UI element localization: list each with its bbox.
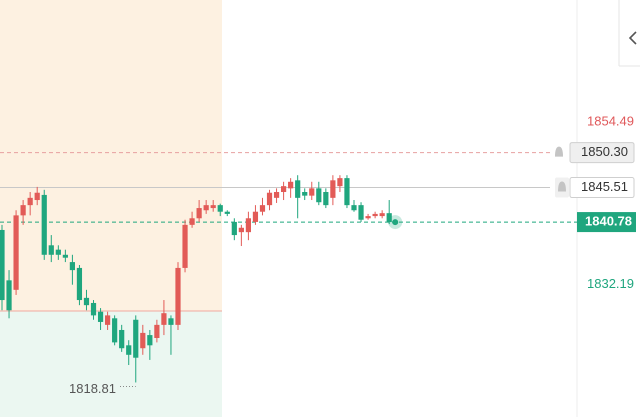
candle-body bbox=[351, 205, 357, 211]
candle-body bbox=[126, 345, 132, 355]
candle-body bbox=[133, 319, 139, 358]
candle-body bbox=[34, 192, 40, 201]
candle-body bbox=[295, 180, 301, 198]
price-label: 1840.78 bbox=[585, 214, 632, 229]
candle-body bbox=[97, 311, 104, 322]
candle-body bbox=[119, 329, 125, 349]
candle-body bbox=[358, 205, 364, 220]
candle-body bbox=[161, 313, 167, 325]
candle-body bbox=[147, 335, 153, 346]
candle-body bbox=[112, 318, 118, 343]
candle-body bbox=[302, 192, 308, 196]
candle-body bbox=[182, 224, 188, 268]
alert-bell bbox=[558, 181, 566, 192]
candle-body bbox=[105, 315, 111, 325]
candle-body bbox=[365, 216, 371, 219]
candle-body bbox=[323, 192, 329, 206]
alert-bell bbox=[555, 146, 563, 157]
candle-body bbox=[41, 194, 47, 255]
candle-body bbox=[224, 211, 230, 214]
candle-body bbox=[6, 280, 12, 311]
candle-body bbox=[20, 205, 26, 216]
candle-body bbox=[252, 211, 259, 222]
candle-body bbox=[76, 267, 83, 301]
candle-body bbox=[259, 205, 266, 212]
candle-body bbox=[245, 218, 251, 233]
pre-session-zone bbox=[0, 310, 222, 417]
candle-body bbox=[372, 213, 378, 217]
candle-body bbox=[238, 227, 244, 233]
candle-body bbox=[55, 249, 61, 255]
candle-body bbox=[330, 180, 336, 198]
candle-body bbox=[379, 213, 385, 217]
candle-body bbox=[154, 324, 160, 339]
candle-body bbox=[316, 188, 322, 203]
collapse-button[interactable] bbox=[628, 31, 637, 45]
candle-body bbox=[386, 213, 392, 223]
candle-body bbox=[0, 229, 5, 301]
price-label: 1832.19 bbox=[587, 276, 634, 291]
candle-body bbox=[281, 186, 287, 193]
candle-body bbox=[337, 178, 343, 187]
candle-body bbox=[231, 221, 237, 236]
candle-body bbox=[217, 205, 223, 212]
candle-body bbox=[83, 297, 90, 306]
price-box bbox=[569, 177, 635, 199]
plot: 1854.49 1850.30 1845.51 1840.78 1832.19 1818.… bbox=[0, 113, 636, 396]
last-price-dot bbox=[392, 219, 399, 226]
candle-body bbox=[203, 205, 209, 211]
price-box bbox=[569, 142, 635, 164]
price-label: 1850.30 bbox=[581, 144, 628, 159]
candle-body bbox=[196, 208, 202, 219]
price-label: 1845.51 bbox=[581, 179, 628, 194]
candle-body bbox=[69, 262, 75, 271]
candle-body bbox=[266, 192, 273, 206]
candle-body bbox=[27, 197, 33, 206]
background bbox=[0, 0, 222, 417]
candle-body bbox=[168, 318, 174, 325]
candle-body bbox=[189, 218, 195, 225]
candle-body bbox=[210, 205, 216, 209]
candle-body bbox=[309, 188, 315, 196]
candle-body bbox=[175, 267, 181, 325]
candle-body bbox=[90, 302, 97, 316]
candle-body bbox=[140, 332, 146, 349]
candle-body bbox=[344, 178, 350, 206]
candle-body bbox=[288, 181, 294, 189]
candle-body bbox=[273, 192, 280, 198]
low-label: 1818.81 bbox=[69, 381, 116, 396]
candle-body bbox=[48, 245, 54, 255]
price-box bbox=[577, 212, 636, 233]
candle-body bbox=[62, 254, 68, 258]
candle-body bbox=[13, 215, 19, 290]
pre-session-zone bbox=[0, 0, 222, 311]
price-label: 1854.49 bbox=[587, 113, 634, 128]
